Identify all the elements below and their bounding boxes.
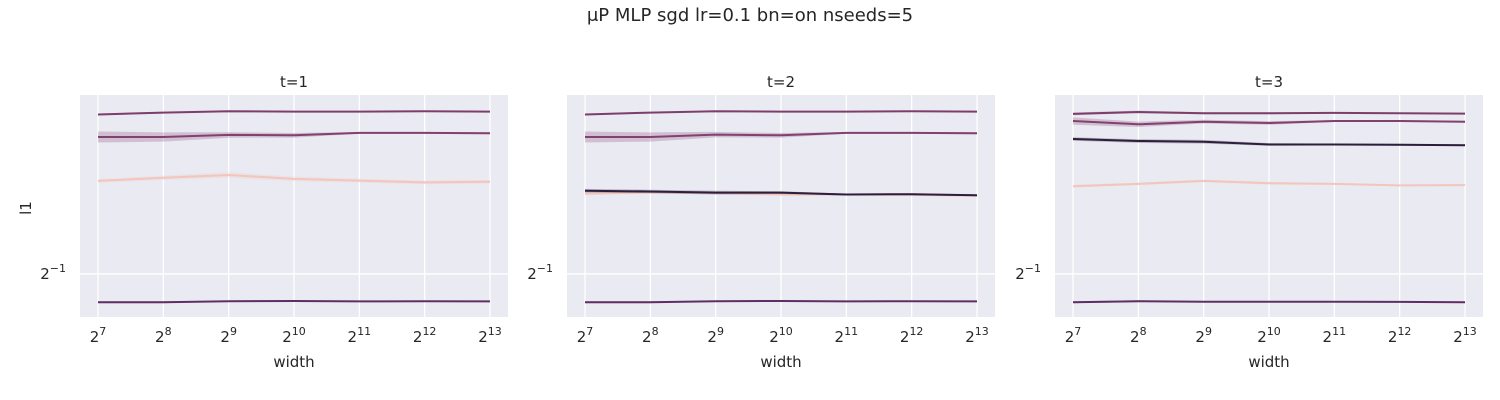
x-tick-label: 210 [769, 325, 793, 346]
x-tick-label: 211 [1323, 325, 1347, 346]
series-2-line [98, 131, 491, 138]
x-tick-label: 27 [90, 325, 107, 346]
panel-1: t=1 27 28 29 210 211 212 213 width 2−1 l1 [17, 73, 508, 371]
x-tick-label: 27 [1065, 325, 1082, 346]
x-tick-label: 210 [1257, 325, 1281, 346]
x-tick-label: 29 [707, 325, 724, 346]
x-tick-label: 210 [282, 325, 306, 346]
x-tick-label: 211 [348, 325, 372, 346]
series-4-line [584, 110, 978, 116]
x-tick-label: 27 [577, 325, 594, 346]
series-5-line [1072, 300, 1466, 304]
x-axis-label: width [760, 353, 801, 371]
x-tick-label: 212 [413, 325, 437, 346]
x-tick-label: 211 [835, 325, 859, 346]
series-3-line [1072, 120, 1466, 126]
x-tick-label: 29 [220, 325, 237, 346]
series-3-band [585, 131, 977, 143]
series-1-line [1072, 179, 1466, 188]
series-2-line [1072, 138, 1466, 147]
series-4-line [1072, 110, 1466, 115]
x-axis-label: width [273, 353, 314, 371]
y-tick-label: 2−1 [1015, 262, 1041, 283]
panel-title: t=1 [280, 73, 308, 91]
figure-suptitle: μP MLP sgd lr=0.1 bn=on nseeds=5 [586, 5, 914, 26]
x-tick-label: 28 [155, 325, 172, 346]
panel-title: t=2 [767, 73, 795, 91]
x-tick-label: 213 [1453, 325, 1477, 346]
y-tick-label: 2−1 [40, 262, 66, 283]
x-axis-label: width [1248, 353, 1289, 371]
x-tick-label: 213 [965, 325, 989, 346]
x-tick-label: 212 [900, 325, 924, 346]
series-1-line [97, 173, 491, 184]
x-tick-label: 29 [1195, 325, 1212, 346]
series-4-line [98, 299, 491, 304]
x-tick-label: 212 [1388, 325, 1412, 346]
series-5-line [585, 299, 978, 304]
x-tick-label: 28 [1130, 325, 1147, 346]
x-tick-label: 213 [478, 325, 502, 346]
y-tick-label: 2−1 [527, 262, 553, 283]
series-3-line [97, 110, 491, 116]
panel-3: t=3 27 28 29 210 211 212 213 width 2−1 [1015, 73, 1483, 371]
series-3-line [585, 131, 978, 138]
y-axis-label: l1 [17, 201, 35, 215]
series-2-band [98, 131, 490, 143]
panel-2: t=2 27 28 29 210 211 212 213 width 2−1 [527, 73, 995, 371]
x-tick-label: 28 [642, 325, 659, 346]
series-2-line [584, 189, 978, 197]
panel-title: t=3 [1255, 73, 1283, 91]
